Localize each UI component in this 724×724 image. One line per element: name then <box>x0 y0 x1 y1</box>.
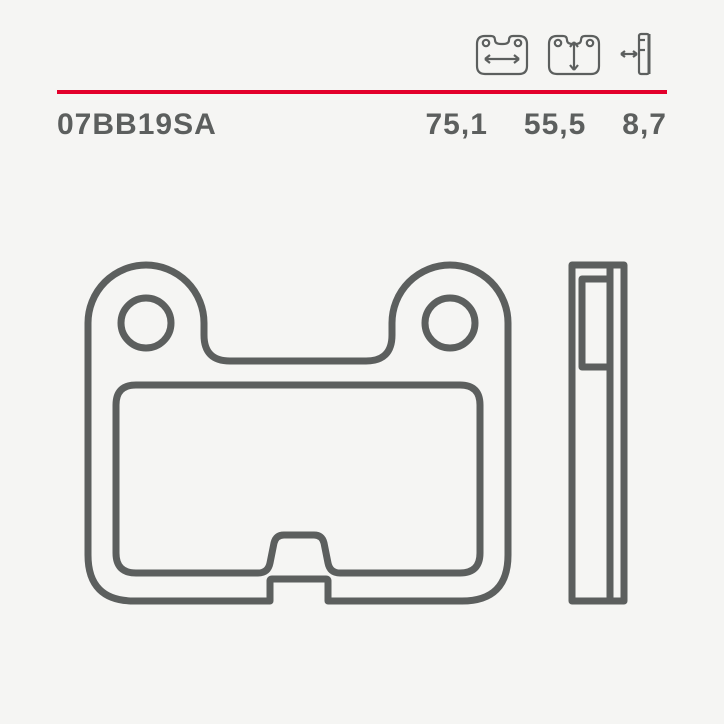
thickness-dimension-icon <box>615 26 659 85</box>
spec-sheet: 07BB19SA 75,1 55,5 8,7 <box>0 0 724 724</box>
divider-line <box>57 90 667 94</box>
spec-row: 07BB19SA 75,1 55,5 8,7 <box>57 108 667 142</box>
width-dimension-icon <box>471 26 533 85</box>
pad-face <box>88 265 508 601</box>
dimension-icons-row <box>471 26 659 85</box>
part-number: 07BB19SA <box>57 108 217 142</box>
height-value: 55,5 <box>524 108 586 142</box>
width-value: 75,1 <box>426 108 488 142</box>
height-dimension-icon <box>543 26 605 85</box>
brake-pad-diagram <box>72 195 662 670</box>
thickness-value: 8,7 <box>622 108 667 142</box>
pad-side-profile <box>572 265 624 601</box>
dimensions-group: 75,1 55,5 8,7 <box>426 108 668 142</box>
